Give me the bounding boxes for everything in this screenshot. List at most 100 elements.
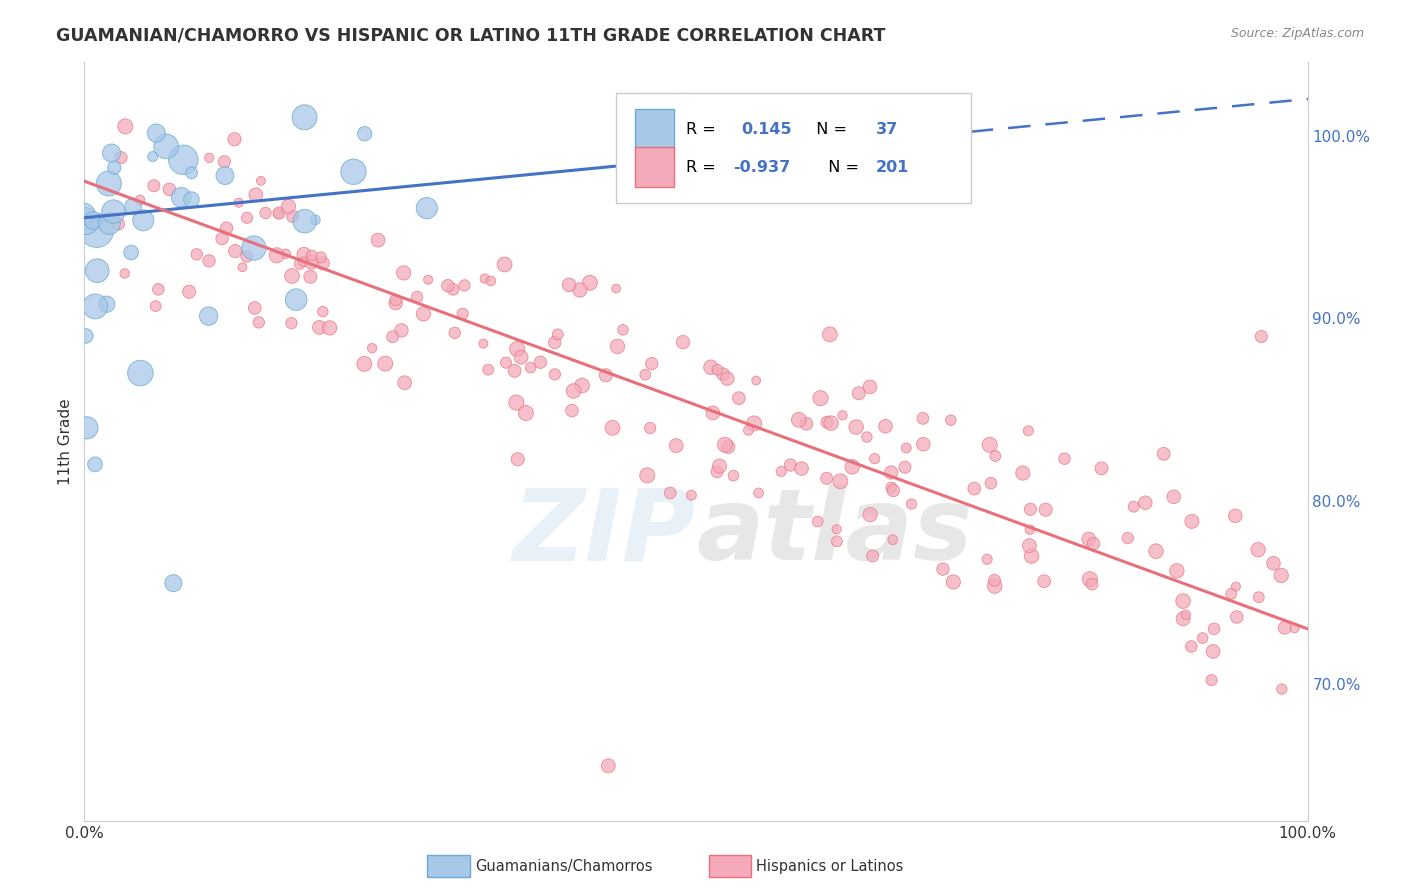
Point — [796, 417, 818, 431]
Point — [353, 127, 375, 141]
Point — [1202, 622, 1225, 636]
Point — [510, 350, 533, 364]
Point — [506, 342, 529, 356]
Point — [714, 438, 737, 452]
Point — [544, 368, 567, 382]
Point — [659, 486, 682, 500]
Point — [318, 321, 340, 335]
Point — [114, 267, 136, 281]
Point — [706, 465, 728, 479]
Point — [745, 374, 768, 388]
Point — [515, 406, 537, 420]
Point — [770, 465, 793, 479]
Point — [820, 416, 842, 430]
Point — [544, 335, 567, 350]
Point — [859, 508, 882, 522]
Point — [665, 439, 688, 453]
Point — [304, 212, 326, 227]
Point — [180, 166, 202, 180]
Point — [1247, 542, 1270, 557]
Point — [1081, 577, 1104, 591]
FancyBboxPatch shape — [636, 147, 673, 186]
Text: ZIP: ZIP — [513, 484, 696, 581]
Point — [274, 246, 297, 260]
Point — [681, 488, 703, 502]
Point — [848, 386, 870, 401]
Point — [157, 182, 180, 196]
Point — [308, 320, 330, 334]
Text: N =: N = — [806, 121, 858, 136]
Point — [717, 440, 740, 454]
Point — [1270, 568, 1292, 582]
Point — [976, 552, 998, 566]
Point — [1018, 539, 1040, 553]
Point — [361, 341, 384, 355]
Point — [807, 515, 830, 529]
Point — [787, 413, 810, 427]
Point — [235, 249, 257, 263]
Point — [391, 323, 413, 337]
Point — [281, 210, 304, 224]
Point — [606, 339, 628, 353]
Point — [896, 441, 918, 455]
Point — [477, 362, 499, 376]
Point — [494, 258, 516, 272]
Point — [198, 253, 221, 268]
Point — [831, 409, 853, 423]
Point — [706, 363, 728, 377]
Point — [84, 458, 107, 472]
Text: -0.937: -0.937 — [733, 160, 790, 175]
Point — [211, 231, 233, 245]
Point — [280, 316, 302, 330]
Point — [880, 466, 903, 480]
Point — [880, 481, 903, 495]
Point — [980, 476, 1002, 491]
Point — [911, 411, 934, 425]
Point — [519, 360, 541, 375]
Point — [1171, 594, 1194, 608]
Point — [214, 154, 236, 169]
Point — [436, 278, 458, 293]
Point — [818, 327, 841, 342]
Point — [602, 421, 624, 435]
Point — [672, 335, 695, 350]
Text: Source: ZipAtlas.com: Source: ZipAtlas.com — [1230, 27, 1364, 40]
Point — [75, 214, 97, 228]
Point — [224, 132, 246, 146]
Point — [479, 274, 502, 288]
Point — [495, 356, 517, 370]
Point — [180, 193, 202, 207]
Point — [1174, 607, 1197, 622]
FancyBboxPatch shape — [616, 93, 972, 202]
Point — [132, 213, 155, 227]
Point — [228, 195, 250, 210]
Point — [254, 206, 277, 220]
Point — [1191, 631, 1213, 645]
Point — [247, 315, 270, 329]
Point — [385, 293, 408, 307]
Point — [292, 254, 315, 268]
Point — [1163, 490, 1185, 504]
Point — [605, 282, 627, 296]
Point — [76, 421, 98, 435]
Point — [75, 329, 97, 343]
Point — [451, 307, 474, 321]
Point — [309, 250, 332, 264]
Point — [172, 153, 194, 167]
Point — [1166, 564, 1188, 578]
Point — [267, 206, 290, 220]
Point — [215, 221, 238, 235]
Point — [250, 174, 273, 188]
Point — [1220, 587, 1243, 601]
FancyBboxPatch shape — [636, 110, 673, 149]
Point — [381, 330, 404, 344]
Point — [1053, 451, 1076, 466]
Point — [294, 110, 316, 124]
Point — [170, 190, 193, 204]
Point — [186, 247, 208, 261]
Point — [98, 217, 121, 231]
Point — [1271, 681, 1294, 696]
Point — [82, 213, 104, 227]
Point — [103, 204, 125, 219]
Point — [129, 193, 152, 207]
